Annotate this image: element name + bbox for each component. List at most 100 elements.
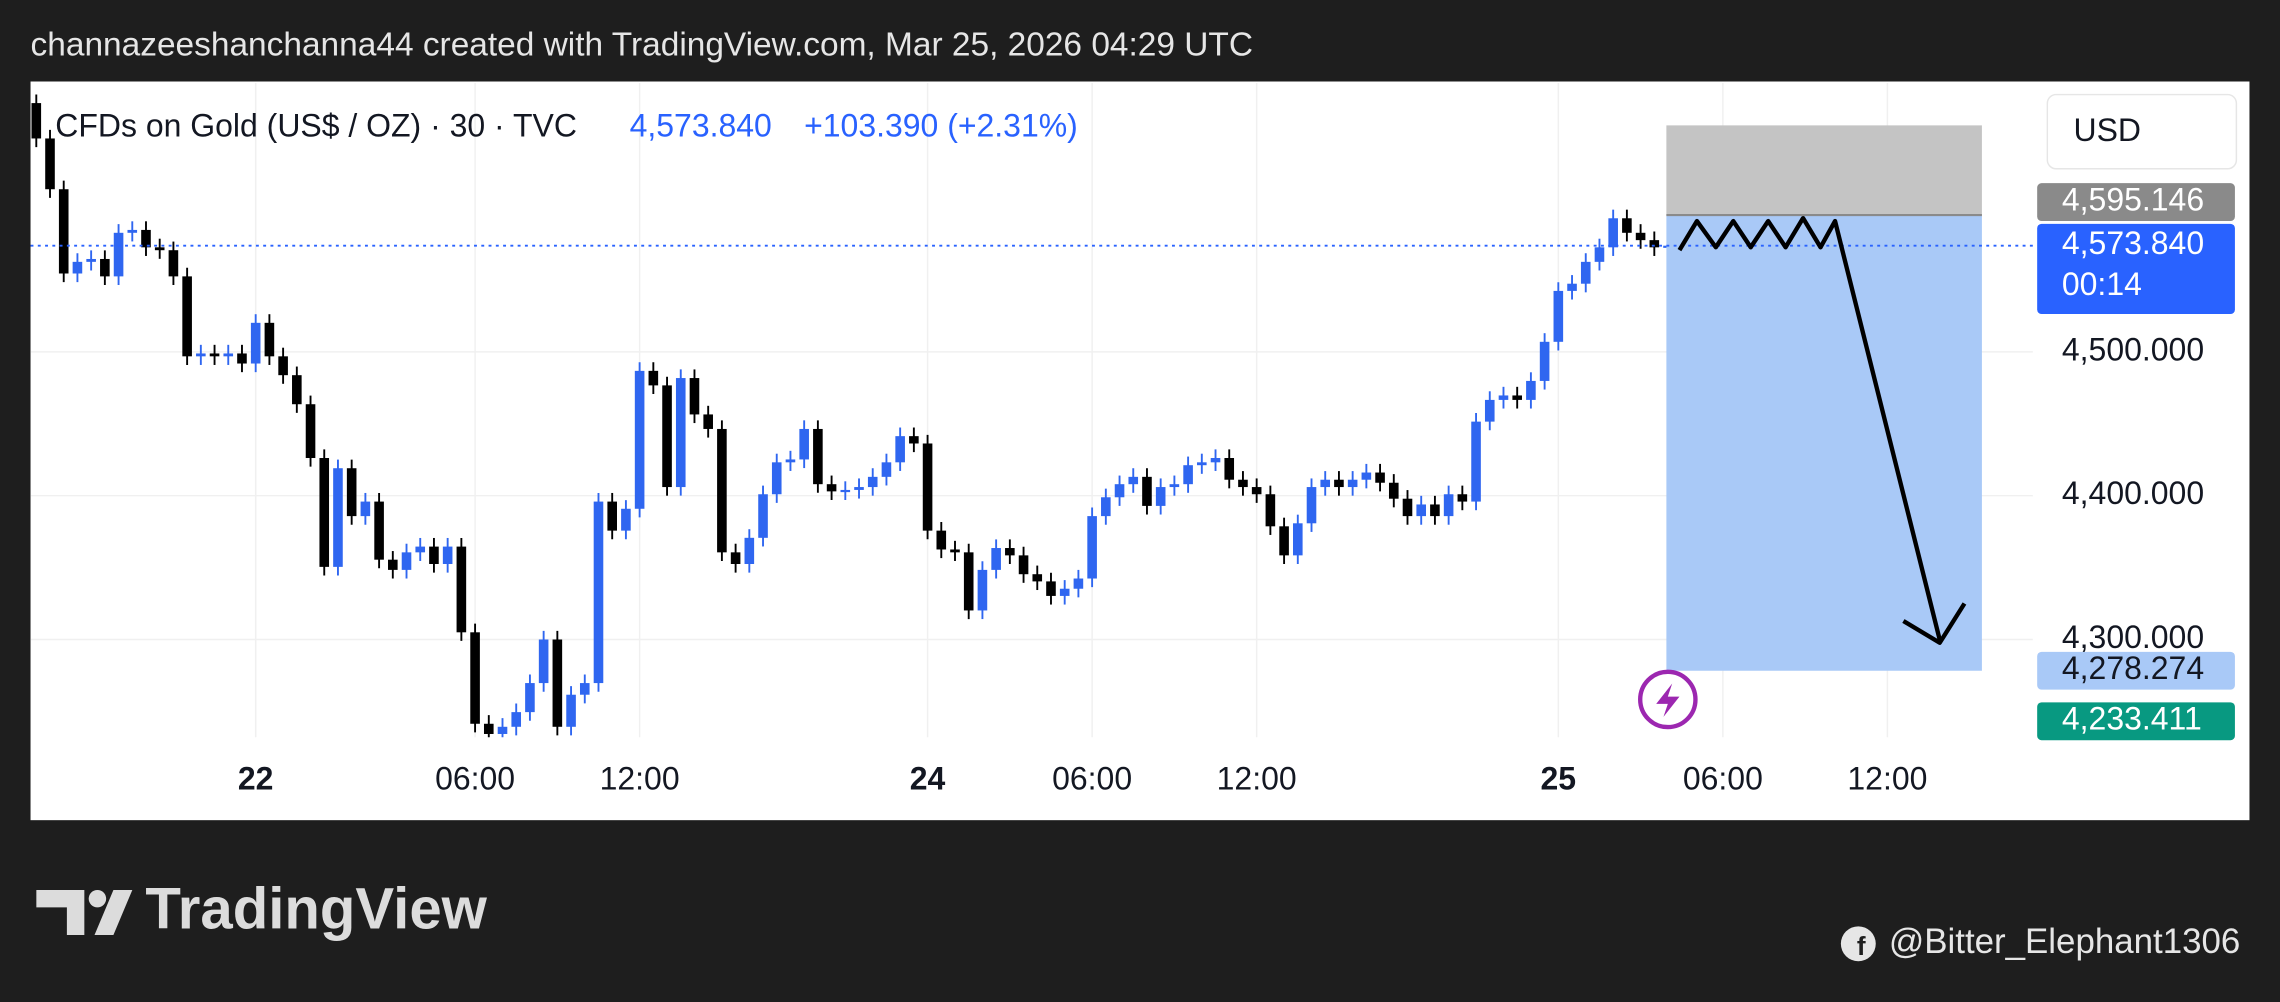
position-risk (1666, 125, 1982, 216)
candle-body (237, 353, 247, 364)
candle-body (1361, 472, 1372, 480)
candle-body (621, 508, 631, 531)
last-price: 4,573.840 (630, 107, 772, 143)
price-label-box (2037, 223, 2235, 315)
candle-body (58, 189, 69, 274)
candle-body (1292, 523, 1303, 556)
candle-body (86, 258, 96, 262)
candle-body (1265, 494, 1276, 527)
candle-body (950, 549, 960, 553)
candle-body (127, 229, 138, 233)
candle-body (1443, 494, 1454, 517)
arrow-head (1902, 602, 1967, 645)
candle-body (922, 443, 933, 531)
candle-body (799, 428, 809, 460)
candle-body (1649, 240, 1660, 248)
x-tick-label: 24 (910, 760, 946, 796)
credit: @Bitter_Elephant1306 (1889, 922, 2240, 961)
candle-body (1251, 487, 1262, 495)
candle-body (1005, 548, 1015, 556)
lightning (1656, 683, 1680, 717)
candle-body (1608, 218, 1618, 248)
candle-body (840, 489, 851, 493)
candle-body (895, 436, 905, 463)
x-tick-label: 25 (1541, 760, 1577, 796)
x-tick-label: 06:00 (435, 760, 515, 796)
candle-body (429, 546, 439, 564)
candle-body (1183, 465, 1193, 485)
candle-body (346, 468, 357, 517)
x-tick-label: 22 (238, 760, 274, 796)
candle-body (1553, 290, 1564, 342)
y-tick-label: 4,400.000 (2062, 475, 2204, 511)
candle-body (771, 462, 782, 495)
price-label-box (2037, 183, 2235, 221)
price-change: +103.390 (+2.31%) (804, 107, 1078, 143)
candle-body (45, 138, 55, 190)
candle-body (333, 468, 343, 567)
candle-body (1498, 395, 1509, 400)
candle-body (1635, 232, 1646, 241)
candle-body (525, 683, 535, 713)
candle-body (209, 353, 220, 357)
candle-body (388, 559, 398, 570)
candle-body (196, 353, 206, 357)
candle-body (1142, 476, 1152, 506)
candle-body (292, 375, 302, 405)
currency-button[interactable] (2046, 93, 2238, 170)
candle-body (360, 501, 371, 517)
candle-body (936, 530, 947, 550)
candle-body (1622, 218, 1632, 233)
x-tick-label: 12:00 (1847, 760, 1927, 796)
candle-body (813, 428, 823, 485)
candle-body (1279, 526, 1289, 556)
candle-body (675, 378, 686, 488)
candle-body (1567, 283, 1577, 291)
candle-body (31, 103, 42, 139)
candle-body (963, 552, 974, 611)
price-label: 4,278.274 (2062, 650, 2204, 686)
candle-body (758, 494, 768, 538)
x-tick-label: 12:00 (1217, 760, 1297, 796)
candle-body (141, 229, 151, 248)
candle-body (1484, 399, 1495, 422)
candle-body (1471, 421, 1481, 502)
candle-body (579, 683, 590, 695)
candle-body (1197, 462, 1207, 466)
candle-body (168, 250, 179, 277)
header-text: channazeeshanchanna44 created with Tradi… (31, 26, 1253, 63)
candle-body (1375, 472, 1385, 483)
candle-body (278, 356, 288, 376)
candle-body (250, 322, 261, 364)
candle-body (483, 723, 494, 734)
candle-body (182, 276, 192, 357)
candle-body (703, 414, 713, 429)
candle-body (566, 694, 576, 727)
candle-body (854, 487, 864, 490)
candle-body (1032, 574, 1043, 582)
candle-body (1388, 482, 1399, 499)
candle-body (607, 501, 617, 531)
candle-body (1059, 588, 1070, 596)
price-label: 4,233.411 (2062, 701, 2202, 737)
candle-body (100, 258, 110, 277)
candle-body (319, 458, 330, 567)
candle-body (1101, 497, 1111, 517)
x-tick-label: 06:00 (1683, 760, 1763, 796)
y-tick-label: 4,300.000 (2062, 619, 2204, 655)
candle-body (374, 501, 384, 560)
axis: 4,300.000 4,400.000 4,500.000 22 06:00 12:00 2… (238, 182, 2235, 796)
candle-body (1512, 395, 1522, 400)
candle-body (1238, 479, 1248, 488)
zigzag-drawing (1677, 216, 1942, 641)
candle-body (264, 322, 275, 357)
x-tick-label: 06:00 (1052, 760, 1132, 796)
x-tick-label: 12:00 (600, 760, 680, 796)
candle-body (456, 546, 467, 633)
candle-body (113, 232, 124, 277)
candle-body (72, 261, 83, 274)
candle-body (1128, 476, 1139, 485)
countdown: 00:14 (2062, 266, 2142, 302)
candle-body (648, 370, 659, 386)
